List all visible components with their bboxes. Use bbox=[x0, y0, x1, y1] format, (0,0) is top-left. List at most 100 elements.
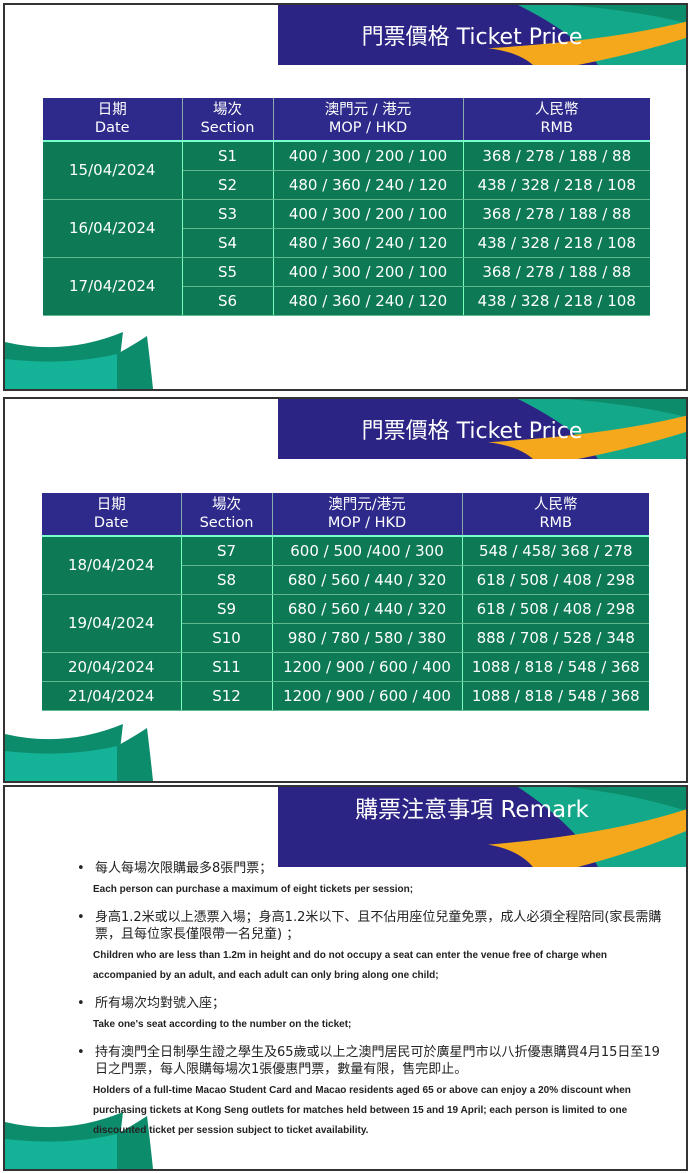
mop-price-cell: 1200 / 900 / 600 / 400 bbox=[272, 652, 463, 682]
table-row: 18/04/2024 S7 600 / 500 /400 / 300 548 / … bbox=[42, 536, 649, 595]
banner-title: 門票價格 Ticket Price bbox=[361, 25, 583, 50]
mop-price-cell: 680 / 560 / 440 / 320 bbox=[272, 594, 463, 624]
corner-decoration bbox=[5, 724, 153, 781]
remark-item: 所有場次均對號入座； Take one's seat according to t… bbox=[77, 995, 667, 1035]
column-header: 澳門元/港元 MOP / HKD bbox=[272, 493, 463, 537]
remark-en: Children who are less than 1.2m in heigh… bbox=[93, 950, 608, 981]
column-header: 場次 Section bbox=[181, 493, 273, 537]
remark-zh: 身高1.2米或以上憑票入場；身高1.2米以下、且不佔用座位兒童免票，成人必須全程… bbox=[77, 909, 667, 943]
rmb-price-cell: 368 / 278 / 188 / 88 bbox=[463, 199, 650, 229]
section-cell: S8 bbox=[181, 565, 273, 595]
rmb-price-cell: 438 / 328 / 218 / 108 bbox=[463, 286, 650, 316]
date-cell: 21/04/2024 bbox=[42, 681, 182, 711]
table-row: S8 680 / 560 / 440 / 320 618 / 508 / 408… bbox=[42, 565, 649, 595]
header-zh: 場次 bbox=[212, 497, 241, 513]
mop-price-cell: 480 / 360 / 240 / 120 bbox=[273, 286, 464, 316]
table-row: 19/04/2024 S9 680 / 560 / 440 / 320 618 /… bbox=[42, 594, 649, 653]
header-en: Section bbox=[200, 120, 255, 136]
rmb-price-cell: 368 / 278 / 188 / 88 bbox=[463, 141, 650, 171]
remark-zh: 持有澳門全日制學生證之學生及65歲或以上之澳門居民可於廣星門市以八折優惠購買4月… bbox=[77, 1044, 667, 1078]
banner-decoration bbox=[488, 399, 686, 459]
rmb-price-cell: 618 / 508 / 408 / 298 bbox=[462, 594, 649, 624]
column-header: 人民幣 RMB bbox=[462, 493, 649, 537]
header-zh: 人民幣 bbox=[534, 497, 578, 513]
section-cell: S2 bbox=[182, 170, 274, 200]
mop-price-cell: 1200 / 900 / 600 / 400 bbox=[272, 681, 463, 711]
ticket-price-panel-2: 門票價格 Ticket Price 日期 Date 場次 Section 澳門元/港元 M… bbox=[3, 397, 688, 783]
remark-panel: 購票注意事項 Remark 每人每場次限購最多8張門票； Each person … bbox=[3, 785, 688, 1171]
header-zh: 日期 bbox=[97, 102, 127, 118]
corner-decoration bbox=[5, 1112, 153, 1169]
remark-item: 身高1.2米或以上憑票入場；身高1.2米以下、且不佔用座位兒童免票，成人必須全程… bbox=[77, 909, 667, 986]
remark-item: 持有澳門全日制學生證之學生及65歲或以上之澳門居民可於廣星門市以八折優惠購買4月… bbox=[77, 1044, 667, 1141]
banner-decoration bbox=[488, 5, 686, 65]
banner-title: 購票注意事項 Remark bbox=[355, 797, 589, 823]
title-banner: 門票價格 Ticket Price bbox=[278, 399, 686, 459]
remark-en: Holders of a full-time Macao Student Car… bbox=[93, 1085, 631, 1136]
date-cell: 17/04/2024 bbox=[43, 257, 183, 316]
mop-price-cell: 400 / 300 / 200 / 100 bbox=[273, 199, 464, 229]
banner-decoration bbox=[488, 787, 686, 867]
section-cell: S3 bbox=[182, 199, 274, 229]
header-en: Date bbox=[93, 515, 129, 531]
table-row: S4 480 / 360 / 240 / 120 438 / 328 / 218… bbox=[43, 228, 650, 258]
remark-list: 每人每場次限購最多8張門票； Each person can purchase a… bbox=[77, 860, 667, 1150]
price-table: 日期 Date 場次 Section 澳門元 / 港元 MOP / HKD 人民幣 RMB 15… bbox=[43, 98, 650, 316]
section-cell: S5 bbox=[182, 257, 274, 287]
table-row: 20/04/2024 S11 1200 / 900 / 600 / 400 108… bbox=[42, 652, 649, 682]
mop-price-cell: 400 / 300 / 200 / 100 bbox=[273, 257, 464, 287]
header-zh: 日期 bbox=[96, 497, 126, 513]
rmb-price-cell: 888 / 708 / 528 / 348 bbox=[462, 623, 649, 653]
rmb-price-cell: 438 / 328 / 218 / 108 bbox=[463, 228, 650, 258]
section-cell: S12 bbox=[181, 681, 273, 711]
table-row: 16/04/2024 S3 400 / 300 / 200 / 100 368 /… bbox=[43, 199, 650, 258]
header-zh: 澳門元 / 港元 bbox=[324, 102, 412, 118]
column-header: 人民幣 RMB bbox=[463, 98, 650, 142]
mop-price-cell: 480 / 360 / 240 / 120 bbox=[273, 228, 464, 258]
mop-price-cell: 600 / 500 /400 / 300 bbox=[272, 536, 463, 566]
header-zh: 澳門元/港元 bbox=[328, 497, 406, 513]
mop-price-cell: 400 / 300 / 200 / 100 bbox=[273, 141, 464, 171]
header-en: Date bbox=[94, 120, 130, 136]
section-cell: S11 bbox=[181, 652, 273, 682]
header-en: MOP / HKD bbox=[328, 120, 408, 136]
section-cell: S4 bbox=[182, 228, 274, 258]
section-cell: S10 bbox=[181, 623, 273, 653]
rmb-price-cell: 618 / 508 / 408 / 298 bbox=[462, 565, 649, 595]
header-en: RMB bbox=[540, 120, 574, 136]
section-cell: S1 bbox=[182, 141, 274, 171]
column-header: 日期 Date bbox=[42, 493, 182, 537]
date-cell: 15/04/2024 bbox=[43, 141, 183, 200]
banner-title: 門票價格 Ticket Price bbox=[361, 419, 583, 444]
table-row: S10 980 / 780 / 580 / 380 888 / 708 / 52… bbox=[42, 623, 649, 653]
rmb-price-cell: 1088 / 818 / 548 / 368 bbox=[462, 652, 649, 682]
header-en: Section bbox=[199, 515, 254, 531]
mop-price-cell: 680 / 560 / 440 / 320 bbox=[272, 565, 463, 595]
remark-en: Take one's seat according to the number … bbox=[93, 1019, 352, 1030]
table-row: S6 480 / 360 / 240 / 120 438 / 328 / 218… bbox=[43, 286, 650, 316]
title-banner: 購票注意事項 Remark bbox=[278, 787, 686, 867]
remark-zh: 每人每場次限購最多8張門票； bbox=[77, 860, 667, 877]
date-cell: 19/04/2024 bbox=[42, 594, 182, 653]
column-header: 場次 Section bbox=[182, 98, 274, 142]
ticket-price-panel-1: 門票價格 Ticket Price 日期 Date 場次 Section 澳門元 / 港… bbox=[3, 3, 688, 391]
remark-en: Each person can purchase a maximum of ei… bbox=[93, 884, 414, 895]
rmb-price-cell: 368 / 278 / 188 / 88 bbox=[463, 257, 650, 287]
table-header: 日期 Date 場次 Section 澳門元 / 港元 MOP / HKD 人民幣 RMB bbox=[43, 98, 650, 142]
section-cell: S7 bbox=[181, 536, 273, 566]
column-header: 日期 Date bbox=[43, 98, 183, 142]
remark-zh: 所有場次均對號入座； bbox=[77, 995, 667, 1012]
price-table: 日期 Date 場次 Section 澳門元/港元 MOP / HKD 人民幣 RMB 18/0… bbox=[42, 493, 649, 711]
column-header: 澳門元 / 港元 MOP / HKD bbox=[273, 98, 464, 142]
table-row: S2 480 / 360 / 240 / 120 438 / 328 / 218… bbox=[43, 170, 650, 200]
section-cell: S9 bbox=[181, 594, 273, 624]
corner-decoration bbox=[5, 332, 153, 389]
mop-price-cell: 480 / 360 / 240 / 120 bbox=[273, 170, 464, 200]
table-header: 日期 Date 場次 Section 澳門元/港元 MOP / HKD 人民幣 RMB bbox=[42, 493, 649, 537]
header-zh: 場次 bbox=[213, 102, 242, 118]
table-row: 15/04/2024 S1 400 / 300 / 200 / 100 368 /… bbox=[43, 141, 650, 200]
table-row: 21/04/2024 S12 1200 / 900 / 600 / 400 108… bbox=[42, 681, 649, 711]
mop-price-cell: 980 / 780 / 580 / 380 bbox=[272, 623, 463, 653]
date-cell: 18/04/2024 bbox=[42, 536, 182, 595]
table-row: 17/04/2024 S5 400 / 300 / 200 / 100 368 /… bbox=[43, 257, 650, 316]
